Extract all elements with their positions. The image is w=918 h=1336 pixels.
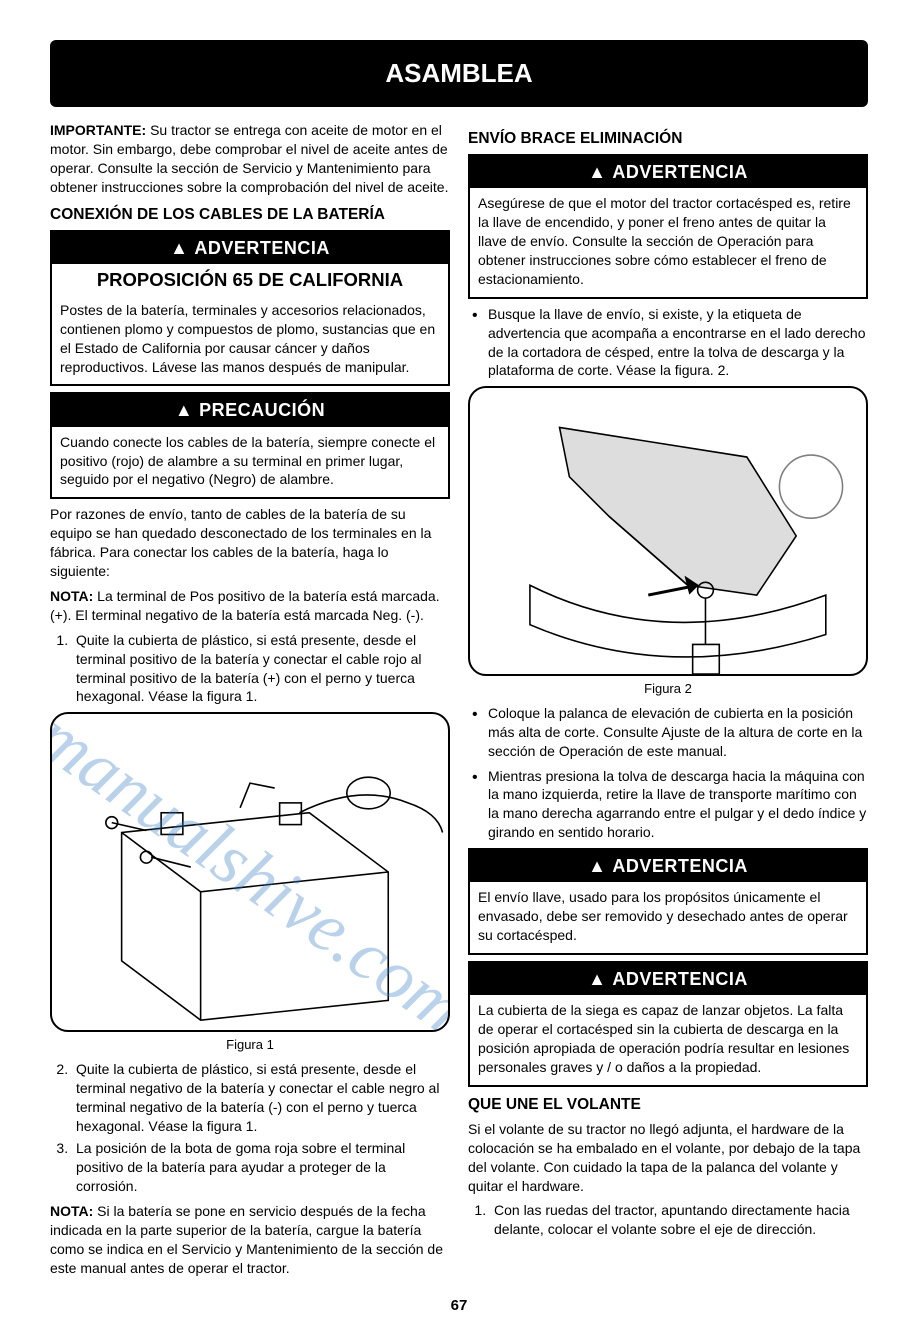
heading-volante: QUE UNE EL VOLANTE — [468, 1095, 868, 1116]
advertencia-label-3: ADVERTENCIA — [612, 969, 748, 989]
warning-triangle-icon: ▲ — [588, 854, 606, 878]
warning-triangle-icon: ▲ — [170, 236, 188, 260]
nota1: NOTA: La terminal de Pos positivo de la … — [50, 587, 450, 625]
step-2: Quite la cubierta de plástico, si está p… — [72, 1060, 450, 1136]
precaucion-label: PRECAUCIÓN — [199, 400, 325, 420]
advertencia-bar-3: ▲ ADVERTENCIA — [470, 963, 866, 995]
warning-triangle-icon: ▲ — [175, 398, 193, 422]
volante-step-1: Con las ruedas del tractor, apuntando di… — [490, 1201, 868, 1239]
advertencia-label-1: ADVERTENCIA — [612, 162, 748, 182]
para-envio-cables: Por razones de envío, tanto de cables de… — [50, 505, 450, 581]
adv1-body: Asegúrese de que el motor del tractor co… — [470, 188, 866, 296]
precaucion-body: Cuando conecte los cables de la batería,… — [52, 427, 448, 498]
warning-triangle-icon: ▲ — [588, 967, 606, 991]
page-number: 67 — [50, 1296, 868, 1316]
advertencia-bar-2: ▲ ADVERTENCIA — [470, 850, 866, 882]
left-column: IMPORTANTE: Su tractor se entrega con ac… — [50, 121, 450, 1284]
nota2-label: NOTA: — [50, 1203, 93, 1219]
page-header: ASAMBLEA — [50, 40, 868, 107]
advertencia-label: ADVERTENCIA — [194, 238, 330, 258]
battery-steps-list-b: Quite la cubierta de plástico, si está p… — [50, 1060, 450, 1196]
two-column-layout: IMPORTANTE: Su tractor se entrega con ac… — [50, 121, 868, 1284]
bullet-list-a: Busque la llave de envío, si existe, y l… — [468, 305, 868, 381]
precaucion-bar: ▲ PRECAUCIÓN — [52, 394, 448, 426]
advertencia-bar-1: ▲ ADVERTENCIA — [470, 156, 866, 188]
advertencia-box-3: ▲ ADVERTENCIA La cubierta de la siega es … — [468, 961, 868, 1087]
figure-1-caption: Figura 1 — [50, 1036, 450, 1054]
warning-triangle-icon: ▲ — [588, 160, 606, 184]
nota1-text: La terminal de Pos positivo de la baterí… — [50, 588, 440, 623]
advertencia-box-2: ▲ ADVERTENCIA El envío llave, usado para … — [468, 848, 868, 955]
nota2-text: Si la batería se pone en servicio despué… — [50, 1203, 443, 1276]
figure-2 — [468, 386, 868, 676]
heading-envio: ENVÍO BRACE ELIMINACIÓN — [468, 129, 868, 150]
prop65-body: Postes de la batería, terminales y acces… — [52, 295, 448, 385]
nota2: NOTA: Si la batería se pone en servicio … — [50, 1202, 450, 1278]
bullet-list-b: Coloque la palanca de elevación de cubie… — [468, 704, 868, 842]
figure-1: manualshive.com — [50, 712, 450, 1032]
bullet-1: Busque la llave de envío, si existe, y l… — [468, 305, 868, 381]
battery-steps-list-a: Quite la cubierta de plástico, si está p… — [50, 631, 450, 707]
advertencia-box-1: ▲ ADVERTENCIA Asegúrese de que el motor d… — [468, 154, 868, 299]
importante-paragraph: IMPORTANTE: Su tractor se entrega con ac… — [50, 121, 450, 197]
volante-steps: Con las ruedas del tractor, apuntando di… — [468, 1201, 868, 1239]
heading-conexion: CONEXIÓN DE LOS CABLES DE LA BATERÍA — [50, 205, 450, 226]
figure-2-svg — [470, 388, 866, 674]
advertencia-bar: ▲ ADVERTENCIA — [52, 232, 448, 264]
precaucion-box: ▲ PRECAUCIÓN Cuando conecte los cables de… — [50, 392, 450, 499]
bullet-2: Coloque la palanca de elevación de cubie… — [468, 704, 868, 761]
adv3-body: La cubierta de la siega es capaz de lanz… — [470, 995, 866, 1085]
adv2-body: El envío llave, usado para los propósito… — [470, 882, 866, 953]
nota1-label: NOTA: — [50, 588, 93, 604]
figure-2-caption: Figura 2 — [468, 680, 868, 698]
advertencia-box-prop65: ▲ ADVERTENCIA PROPOSICIÓN 65 DE CALIFORNI… — [50, 230, 450, 387]
bullet-3: Mientras presiona la tolva de descarga h… — [468, 767, 868, 843]
prop65-title: PROPOSICIÓN 65 DE CALIFORNIA — [52, 264, 448, 295]
step-1: Quite la cubierta de plástico, si está p… — [72, 631, 450, 707]
figure-1-svg — [52, 714, 448, 1030]
volante-para: Si el volante de su tractor no llegó adj… — [468, 1120, 868, 1196]
advertencia-label-2: ADVERTENCIA — [612, 856, 748, 876]
right-column: ENVÍO BRACE ELIMINACIÓN ▲ ADVERTENCIA Ase… — [468, 121, 868, 1284]
importante-label: IMPORTANTE: — [50, 122, 146, 138]
